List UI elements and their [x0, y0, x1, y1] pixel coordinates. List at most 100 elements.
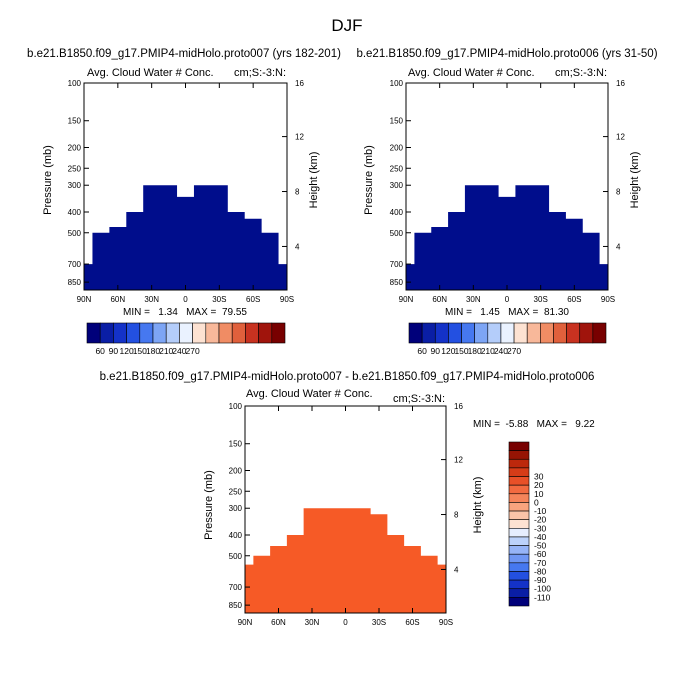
panel-3-ylabel-right: Height (km)	[472, 477, 484, 534]
panel-3-plot: 90N 60N 30N 0 30S 60S 90S 100 150 200 250 300 400 500…	[229, 402, 464, 627]
y-right-tick-label: 12	[616, 133, 625, 142]
panel-3: b.e21.B1850.f09_g17.PMIP4-midHolo.proto0…	[100, 371, 596, 627]
colorbar-swatch	[508, 536, 530, 546]
panel-3-stats: MIN = -5.88 MAX = 9.22	[473, 419, 595, 430]
y-tick-label: 850	[390, 278, 404, 287]
y-tick-label: 300	[229, 504, 243, 513]
colorbar-label: 210	[481, 346, 495, 356]
colorbar-label: 180	[468, 346, 482, 356]
x-tick-label: 60N	[110, 295, 125, 304]
colorbar-swatch	[508, 545, 530, 555]
colorbar-swatch	[113, 322, 127, 344]
y-tick-label: 500	[68, 229, 82, 238]
x-tick-label: 60N	[271, 618, 286, 627]
colorbar-label: -80	[534, 566, 547, 576]
colorbar-label: -10	[534, 506, 547, 516]
colorbar-label: 120	[441, 346, 455, 356]
x-tick-label: 90N	[77, 295, 92, 304]
colorbar-swatch	[508, 458, 530, 469]
colorbar-label: -70	[534, 558, 547, 568]
y-tick-label: 500	[229, 552, 243, 561]
y-tick-label: 250	[390, 164, 404, 173]
x-tick-label: 30N	[466, 295, 481, 304]
x-tick-label: 60S	[246, 295, 260, 304]
panel-1-ylabel-right: Height (km)	[308, 152, 320, 209]
colorbar-swatch	[508, 528, 530, 538]
colorbar-label: -60	[534, 549, 547, 559]
y-right-tick-label: 16	[295, 79, 304, 88]
y-right-tick-label: 4	[295, 242, 300, 251]
panel-3-title: b.e21.B1850.f09_g17.PMIP4-midHolo.proto0…	[100, 371, 595, 383]
colorbar-swatch	[508, 588, 530, 598]
colorbar-swatch	[508, 502, 530, 512]
panel-2-subtitle-right: cm;S:-3:N:	[555, 67, 607, 79]
colorbar-label: 240	[172, 346, 186, 356]
colorbar-label: -30	[534, 523, 547, 533]
y-right-tick-label: 8	[616, 188, 621, 197]
y-tick-label: 400	[229, 531, 243, 540]
panel-2-subtitle-left: Avg. Cloud Water # Conc.	[408, 67, 535, 79]
y-tick-label: 700	[390, 260, 404, 269]
colorbar-label: 210	[159, 346, 173, 356]
colorbar-swatch	[508, 476, 530, 486]
data-region	[84, 185, 287, 290]
x-tick-label: 30S	[212, 295, 226, 304]
colorbar-swatch	[86, 322, 101, 344]
panel-1-stats: MIN = 1.34 MAX = 79.55	[123, 307, 247, 318]
panel-2: b.e21.B1850.f09_g17.PMIP4-midHolo.proto0…	[356, 48, 657, 356]
colorbar-swatch	[553, 322, 567, 344]
colorbar-label: 20	[534, 480, 544, 490]
colorbar-swatch	[218, 322, 233, 344]
colorbar-swatch	[508, 493, 530, 503]
panel-2-stats: MIN = 1.45 MAX = 81.30	[445, 307, 569, 318]
y-tick-label: 200	[229, 466, 243, 475]
x-tick-label: 90S	[601, 295, 615, 304]
colorbar-label: -110	[534, 592, 551, 602]
panel-3-colorbar: -110-100-90-80-70-60-50-40-30-20-1001020…	[508, 441, 551, 607]
colorbar-swatch	[474, 322, 489, 344]
colorbar-swatch	[165, 322, 180, 344]
colorbar-label: 60	[417, 346, 427, 356]
y-right-tick-label: 8	[295, 188, 300, 197]
colorbar-swatch	[513, 322, 528, 344]
y-tick-label: 100	[390, 79, 404, 88]
colorbar-swatch	[526, 322, 541, 344]
x-tick-label: 60S	[405, 618, 419, 627]
y-tick-label: 100	[229, 402, 243, 411]
y-right-tick-label: 16	[616, 79, 625, 88]
panel-1-subtitle-left: Avg. Cloud Water # Conc.	[87, 67, 214, 79]
x-tick-label: 90N	[399, 295, 414, 304]
y-right-tick-label: 4	[454, 565, 459, 574]
colorbar-swatch	[139, 322, 154, 344]
colorbar-label: -40	[534, 532, 547, 542]
y-tick-label: 700	[68, 260, 82, 269]
panel-3-subtitle-left: Avg. Cloud Water # Conc.	[246, 388, 373, 400]
colorbar-swatch	[508, 571, 530, 581]
colorbar-swatch	[508, 441, 530, 451]
colorbar-label: 180	[146, 346, 160, 356]
colorbar-label: 120	[120, 346, 134, 356]
colorbar-swatch	[192, 322, 207, 344]
colorbar-swatch	[566, 322, 581, 344]
colorbar-swatch	[421, 322, 436, 344]
colorbar-swatch	[508, 562, 530, 572]
colorbar-label: -20	[534, 515, 547, 525]
y-right-tick-label: 16	[454, 402, 463, 411]
colorbar-label: 270	[186, 346, 200, 356]
colorbar-label: 150	[133, 346, 147, 356]
panel-1-plot: 90N 60N 30N 0 30S 60S 90S 100 150 200 250 300 400 500…	[68, 79, 305, 304]
panel-2-ylabel: Pressure (mb)	[363, 145, 375, 215]
data-region	[406, 185, 608, 290]
y-right-tick-label: 12	[295, 133, 304, 142]
y-tick-label: 500	[390, 229, 404, 238]
colorbar-label: 60	[95, 346, 105, 356]
colorbar-label: 0	[534, 497, 539, 507]
panel-3-ylabel: Pressure (mb)	[203, 470, 215, 540]
x-tick-label: 90S	[280, 295, 294, 304]
y-right-tick-label: 12	[454, 456, 463, 465]
colorbar-label: 240	[494, 346, 508, 356]
panel-2-title: b.e21.B1850.f09_g17.PMIP4-midHolo.proto0…	[356, 48, 657, 60]
panel-1-title: b.e21.B1850.f09_g17.PMIP4-midHolo.proto0…	[27, 48, 341, 60]
colorbar-swatch	[271, 322, 286, 344]
panel-1-ylabel: Pressure (mb)	[42, 145, 54, 215]
